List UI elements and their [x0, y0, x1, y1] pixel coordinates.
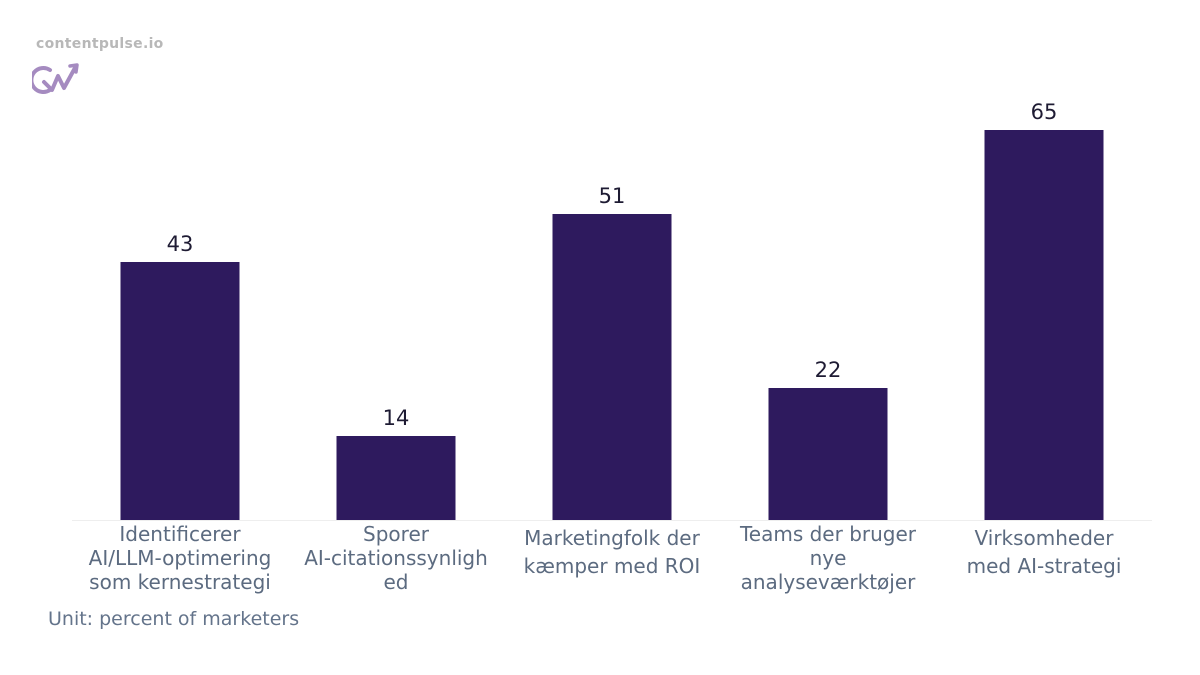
category-label: Teams der bruger nye analyseværktøjer — [739, 522, 917, 594]
category-label: Identificerer AI/LLM-optimering som kernes… — [89, 522, 272, 594]
bar-value-label: 43 — [167, 232, 194, 256]
bar-value-label: 14 — [383, 406, 410, 430]
bar — [120, 262, 240, 520]
bar — [336, 436, 456, 520]
brand-name: contentpulse.io — [36, 36, 164, 52]
brand-logo-icon — [32, 63, 79, 94]
unit-note: Unit: percent of marketers — [48, 608, 300, 630]
bar — [984, 130, 1104, 520]
bar-value-label: 51 — [599, 184, 626, 208]
bar — [552, 214, 672, 520]
category-label: Marketingfolk der kæmper med ROI — [524, 526, 701, 578]
bar-value-label: 65 — [1031, 100, 1058, 124]
category-label: Virksomheder med AI-strategi — [967, 526, 1122, 578]
category-label: Sporer AI-citationssynligh ed — [304, 522, 488, 594]
bar — [768, 388, 888, 520]
bar-value-label: 22 — [815, 358, 842, 382]
